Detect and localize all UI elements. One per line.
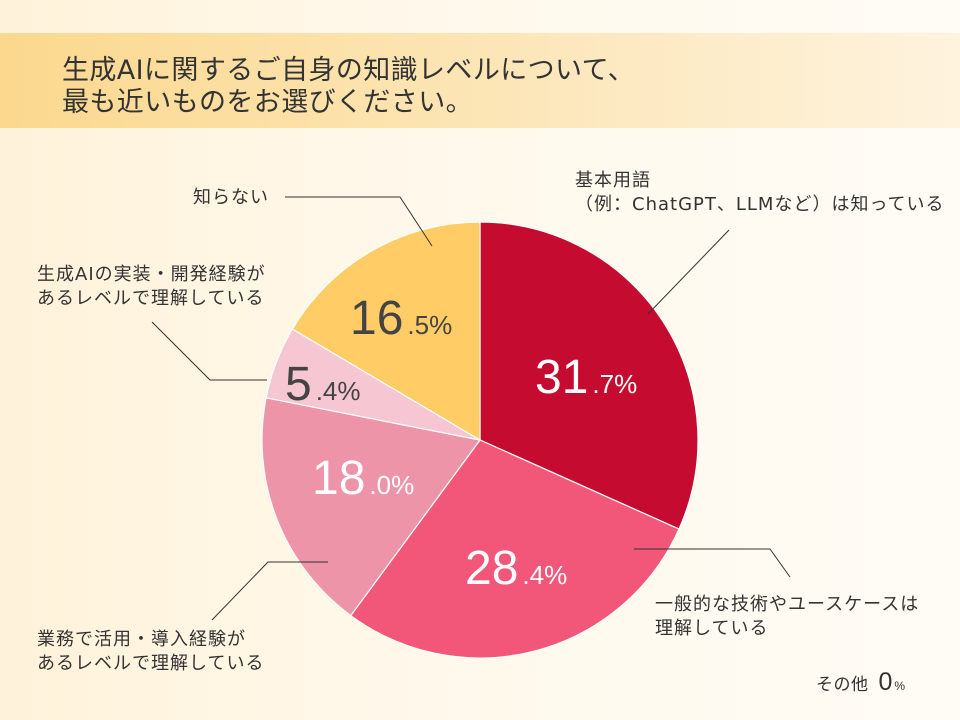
slice-value-unit: % xyxy=(544,560,567,590)
slice-value-decimal: .4 xyxy=(316,376,338,406)
slice-value-label-2: 28.4% xyxy=(465,542,567,595)
slice-label-unknown: 知らない xyxy=(193,186,269,210)
slice-label-line: 基本用語 xyxy=(575,170,651,191)
pie-slice-1 xyxy=(479,221,699,530)
slice-label-line: 一般的な技術やユースケースは xyxy=(655,594,920,615)
chart-title: 生成AIに関するご自身の知識レベルについて、 最も近いものをお選びください。 xyxy=(62,55,635,119)
slice-value-label-4: 5.4% xyxy=(285,358,361,411)
slice-label-line: あるレベルで理解している xyxy=(37,653,265,674)
other-value: 0 xyxy=(878,668,893,696)
slice-label-line: あるレベルで理解している xyxy=(37,288,265,309)
other-unit: % xyxy=(894,679,906,693)
leader-line-unknown xyxy=(285,196,433,247)
other-category-note: その他 0 % xyxy=(816,668,905,697)
slice-value-decimal: .0 xyxy=(369,470,391,500)
slice-value-integer: 31 xyxy=(535,351,588,404)
slice-value-label-3: 18.0% xyxy=(312,452,414,505)
slice-label-line: （例：ChatGPT、LLMなど）は知っている xyxy=(575,194,945,215)
slice-value-unit: % xyxy=(337,376,360,406)
slice-value-integer: 5 xyxy=(285,358,312,411)
slice-label-implementation: 生成AIの実装・開発経験が あるレベルで理解している xyxy=(37,263,266,311)
slice-label-line: 知らない xyxy=(193,187,269,208)
slice-value-label-1: 31.7% xyxy=(535,351,637,404)
pie-slice-2 xyxy=(349,439,680,659)
slice-label-line: 理解している xyxy=(655,618,769,639)
slice-value-unit: % xyxy=(429,310,452,340)
slice-value-unit: % xyxy=(391,470,414,500)
leader-line-basic-terms xyxy=(647,229,730,315)
slice-value-decimal: .4 xyxy=(522,560,544,590)
chart-title-line-2: 最も近いものをお選びください。 xyxy=(62,87,473,118)
slice-value-integer: 18 xyxy=(312,452,365,505)
leader-line-implementation xyxy=(151,321,267,381)
slice-label-line: 生成AIの実装・開発経験が xyxy=(37,264,266,285)
slice-label-general-tech: 一般的な技術やユースケースは 理解している xyxy=(655,593,919,641)
slice-label-line: 業務で活用・導入経験が xyxy=(37,629,246,650)
slice-value-label-5: 16.5% xyxy=(350,292,452,345)
pie-slice-3 xyxy=(261,397,482,617)
leader-line-general-tech xyxy=(634,548,791,578)
chart-title-line-1: 生成AIに関するご自身の知識レベルについて、 xyxy=(62,55,636,86)
slice-value-decimal: .5 xyxy=(407,310,429,340)
other-label: その他 xyxy=(816,675,869,695)
slice-value-integer: 28 xyxy=(465,542,518,595)
leader-lines xyxy=(151,196,791,621)
slice-value-integer: 16 xyxy=(350,292,403,345)
title-band: 生成AIに関するご自身の知識レベルについて、 最も近いものをお選びください。 xyxy=(0,33,960,128)
slice-label-business-use: 業務で活用・導入経験が あるレベルで理解している xyxy=(37,628,264,676)
pie-value-labels: 31.7%28.4%18.0%5.4%16.5% xyxy=(285,292,637,595)
leader-line-business-use xyxy=(211,561,328,621)
slice-label-basic-terms: 基本用語 （例：ChatGPT、LLMなど）は知っている xyxy=(575,169,945,217)
pie-slices xyxy=(261,221,699,659)
pie-slice-5 xyxy=(291,221,481,442)
slice-value-unit: % xyxy=(614,369,637,399)
slice-value-decimal: .7 xyxy=(592,369,614,399)
